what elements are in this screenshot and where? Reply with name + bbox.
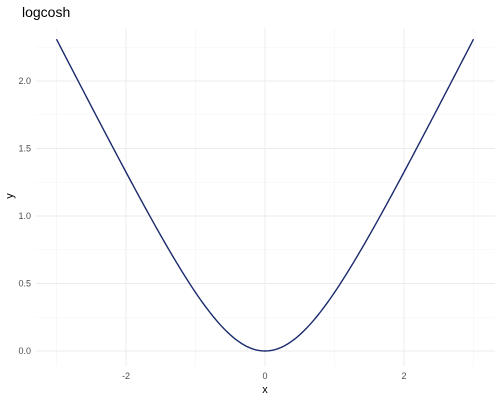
grid (36, 28, 495, 366)
x-tick-label: -2 (122, 371, 130, 381)
x-tick-label: 2 (401, 371, 406, 381)
series-layer (55, 38, 475, 352)
y-tick-label: 2.0 (18, 76, 31, 86)
y-axis-label: y (4, 193, 16, 199)
x-axis-label: x (262, 384, 268, 396)
y-axis-ticks: 0.0 0.5 1.0 1.5 2.0 (18, 76, 31, 356)
y-tick-label: 0.0 (18, 346, 31, 356)
y-tick-label: 0.5 (18, 279, 31, 289)
chart-title: logcosh (22, 4, 70, 20)
y-tick-label: 1.0 (18, 211, 31, 221)
x-axis-ticks: -2 0 2 (122, 371, 407, 381)
x-tick-label: 0 (262, 371, 267, 381)
series-line (55, 38, 475, 352)
y-tick-label: 1.5 (18, 144, 31, 154)
